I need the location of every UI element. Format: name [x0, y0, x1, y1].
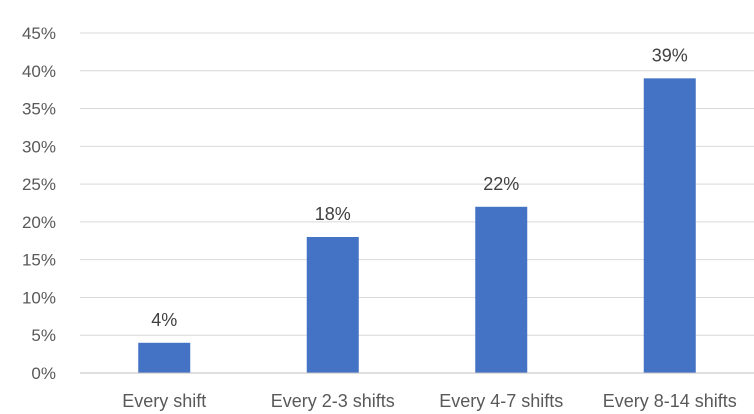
y-tick-label: 30% [22, 137, 56, 156]
x-category-label: Every shift [122, 391, 206, 411]
y-tick-label: 40% [22, 62, 56, 81]
y-tick-label: 20% [22, 213, 56, 232]
y-tick-label: 5% [31, 326, 56, 345]
bar [138, 342, 191, 373]
y-tick-label: 0% [31, 364, 56, 383]
gridlines [80, 32, 754, 336]
x-category-label: Every 2-3 shifts [271, 391, 395, 411]
x-axis-category-labels: Every shift Every 2-3 shifts Every 4-7 shi… [122, 391, 737, 411]
x-category-label: Every 8-14 shifts [603, 391, 737, 411]
y-tick-label: 10% [22, 288, 56, 307]
bar [306, 237, 359, 373]
data-label: 18% [315, 204, 351, 224]
data-label: 22% [483, 174, 519, 194]
y-axis-tick-labels: 0% 5% 10% 15% 20% 25% 30% 35% 40% 45% [22, 24, 56, 383]
data-labels: 4% 18% 22% 39% [151, 45, 688, 329]
bars [138, 78, 696, 373]
data-label: 4% [151, 310, 177, 330]
y-tick-label: 45% [22, 24, 56, 43]
y-tick-label: 35% [22, 100, 56, 119]
x-category-label: Every 4-7 shifts [439, 391, 563, 411]
y-tick-label: 25% [22, 175, 56, 194]
data-label: 39% [652, 45, 688, 65]
bar [475, 206, 528, 373]
y-tick-label: 15% [22, 251, 56, 270]
bar [643, 78, 696, 373]
